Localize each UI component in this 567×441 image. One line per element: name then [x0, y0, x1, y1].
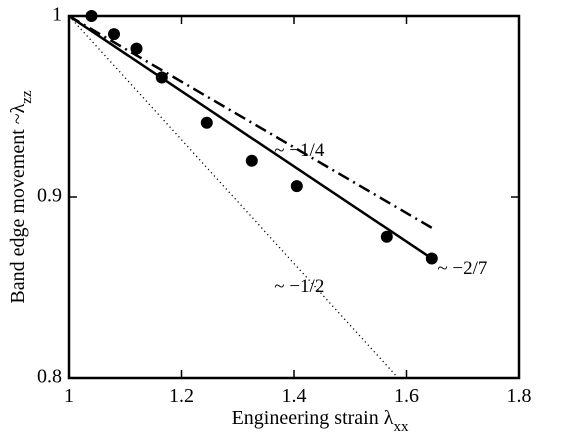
- x-tick-label: 1.6: [394, 385, 419, 407]
- data-point-4: [155, 71, 168, 84]
- data-point-6: [245, 154, 258, 167]
- svg-text:Engineering strain λxx: Engineering strain λxx: [232, 407, 409, 435]
- x-tick-label: 1.8: [507, 385, 532, 407]
- x-axis-label-main: Engineering strain λ: [232, 407, 394, 429]
- series-line-solid: [68, 14, 433, 260]
- plot-area: ~ −1/4 ~ −1/2 ~ −2/7: [68, 10, 487, 379]
- series-line-dotted: [68, 15, 399, 379]
- x-tick-label: 1: [64, 385, 74, 407]
- x-axis-label: Engineering strain λxx: [232, 407, 409, 435]
- y-tick-label: 1: [52, 4, 62, 26]
- series-line-dashdot: [68, 14, 433, 229]
- slope-annotation-1: ~ −1/4: [274, 140, 325, 161]
- y-axis-label-main: Band edge movement ~λ: [7, 103, 29, 303]
- svg-text:Band edge movement ~λzz: Band edge movement ~λzz: [7, 90, 35, 304]
- x-axis-label-subscript: xx: [393, 419, 409, 435]
- x-tick-label: 1.2: [169, 385, 194, 407]
- plot-frame: [67, 14, 521, 380]
- data-point-5: [200, 116, 213, 129]
- axis-ticks: 1 1.2 1.4 1.6 1.8 0.8 0.9 1: [37, 4, 532, 407]
- y-axis-label-subscript: zz: [19, 90, 35, 104]
- slope-annotation-3: ~ −2/7: [437, 258, 487, 279]
- slope-annotation-2: ~ −1/2: [274, 276, 324, 297]
- data-point-9: [425, 252, 438, 265]
- y-tick-label: 0.8: [37, 366, 62, 388]
- y-axis-label: Band edge movement ~λzz: [7, 90, 35, 304]
- data-point-2: [108, 28, 120, 41]
- data-point-3: [130, 42, 143, 55]
- data-point-7: [290, 180, 303, 193]
- x-tick-label: 1.4: [282, 385, 307, 407]
- y-tick-label: 0.9: [37, 185, 62, 207]
- data-point-8: [380, 230, 393, 243]
